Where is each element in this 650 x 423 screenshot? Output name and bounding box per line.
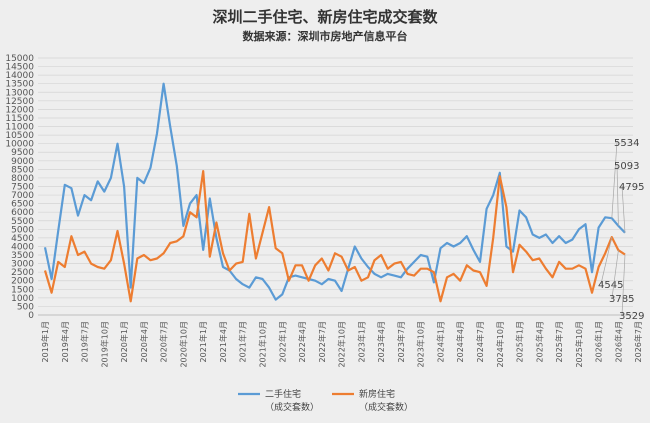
y-tick-label: 2500 (11, 268, 34, 278)
chart-subtitle: 数据来源：深圳市房地产信息平台 (243, 29, 408, 43)
y-tick-label: 14000 (5, 71, 34, 81)
y-tick-label: 11000 (5, 123, 34, 133)
x-tick-label: 2022年1月 (277, 321, 287, 362)
annotation-label: 5534 (614, 138, 639, 149)
x-tick-label: 2024年1月 (435, 321, 445, 362)
chart-title: 深圳二手住宅、新房住宅成交套数 (212, 8, 438, 26)
y-tick-label: 6500 (11, 200, 34, 210)
y-tick-label: 1000 (11, 294, 34, 304)
x-tick-label: 2019年1月 (40, 321, 50, 362)
y-tick-label: 12500 (5, 97, 34, 107)
x-tick-label: 2021年4月 (218, 321, 228, 362)
annotation-label: 4545 (598, 280, 623, 291)
y-tick-label: 8500 (11, 165, 34, 175)
y-tick-label: 13000 (5, 88, 34, 98)
y-tick-label: 0 (28, 311, 34, 321)
legend-label: 新房住宅 (359, 388, 395, 400)
y-tick-label: 11500 (5, 114, 34, 124)
x-axis-ticks: 2019年1月 2019年4月 2019年7月 2019年10月 2020年1月 2020… (40, 321, 643, 368)
y-tick-label: 5000 (11, 225, 34, 235)
annotation-leader (621, 254, 626, 316)
y-tick-label: 5500 (11, 217, 34, 227)
y-tick-label: 14500 (5, 63, 34, 73)
x-tick-label: 2021年1月 (198, 321, 208, 362)
y-tick-label: 9000 (11, 157, 34, 167)
x-tick-label: 2026年7月 (633, 321, 643, 362)
y-tick-label: 15000 (5, 54, 34, 64)
legend: 二手住宅（成交套数）新房住宅（成交套数） (238, 388, 413, 413)
x-tick-label: 2023年1月 (356, 321, 366, 362)
annotation-label: 3785 (609, 294, 634, 305)
x-tick-label: 2020年10月 (178, 321, 188, 368)
x-tick-label: 2023年10月 (416, 321, 426, 368)
x-tick-label: 2021年10月 (258, 321, 268, 368)
x-tick-label: 2024年4月 (455, 321, 465, 362)
x-tick-label: 2023年7月 (396, 321, 406, 362)
annotation-leader (611, 250, 619, 299)
y-tick-label: 9500 (11, 148, 34, 158)
y-tick-label: 13500 (5, 80, 34, 90)
x-tick-label: 2019年10月 (99, 321, 109, 368)
y-axis-ticks: 0500100015002000250030003500400045005000… (5, 54, 34, 321)
y-tick-label: 10500 (5, 131, 34, 141)
annotation-leader (621, 185, 626, 233)
annotation-leader (611, 141, 618, 219)
series-lines (43, 82, 626, 303)
series-line-0 (43, 82, 626, 301)
y-tick-label: 500 (17, 302, 34, 312)
x-tick-label: 2019年7月 (80, 321, 90, 362)
y-tick-label: 8000 (11, 174, 34, 184)
y-tick-label: 3500 (11, 251, 34, 261)
annotation-label: 3529 (619, 311, 644, 322)
x-tick-label: 2022年7月 (317, 321, 327, 362)
series-line-1 (43, 170, 626, 303)
y-tick-label: 2000 (11, 277, 34, 287)
legend-sublabel: （成交套数） (265, 401, 319, 413)
y-tick-label: 7000 (11, 191, 34, 201)
legend-sublabel: （成交套数） (359, 401, 413, 413)
annotations: 5534 5093 4795 4545 3785 3529 (598, 138, 644, 322)
x-tick-label: 2024年7月 (475, 321, 485, 362)
x-tick-label: 2020年1月 (119, 321, 129, 362)
y-tick-label: 7500 (11, 183, 34, 193)
y-tick-label: 1500 (11, 285, 34, 295)
legend-label: 二手住宅 (265, 388, 301, 400)
x-tick-label: 2022年4月 (297, 321, 307, 362)
x-tick-label: 2023年4月 (376, 321, 386, 362)
annotation-label: 5093 (614, 161, 639, 172)
annotation-leader (616, 164, 619, 226)
x-tick-label: 2026年1月 (594, 321, 604, 362)
annotation-leader (600, 237, 613, 285)
x-tick-label: 2021年7月 (238, 321, 248, 362)
y-tick-label: 10000 (5, 140, 34, 150)
x-tick-label: 2020年7月 (159, 321, 169, 362)
y-tick-label: 6000 (11, 208, 34, 218)
x-tick-label: 2022年10月 (337, 321, 347, 368)
y-tick-label: 4000 (11, 242, 34, 252)
x-tick-label: 2025年4月 (534, 321, 544, 362)
x-tick-label: 2025年1月 (515, 321, 525, 362)
y-tick-label: 12000 (5, 105, 34, 115)
x-tick-label: 2026年4月 (613, 321, 623, 362)
x-tick-label: 2024年10月 (495, 321, 505, 368)
x-tick-label: 2019年4月 (60, 321, 70, 362)
x-tick-label: 2025年7月 (554, 321, 564, 362)
x-tick-label: 2025年10月 (574, 321, 584, 368)
y-tick-label: 3000 (11, 260, 34, 270)
annotation-label: 4795 (619, 182, 644, 193)
grid-lines (38, 57, 633, 316)
y-tick-label: 4500 (11, 234, 34, 244)
x-tick-label: 2020年4月 (139, 321, 149, 362)
